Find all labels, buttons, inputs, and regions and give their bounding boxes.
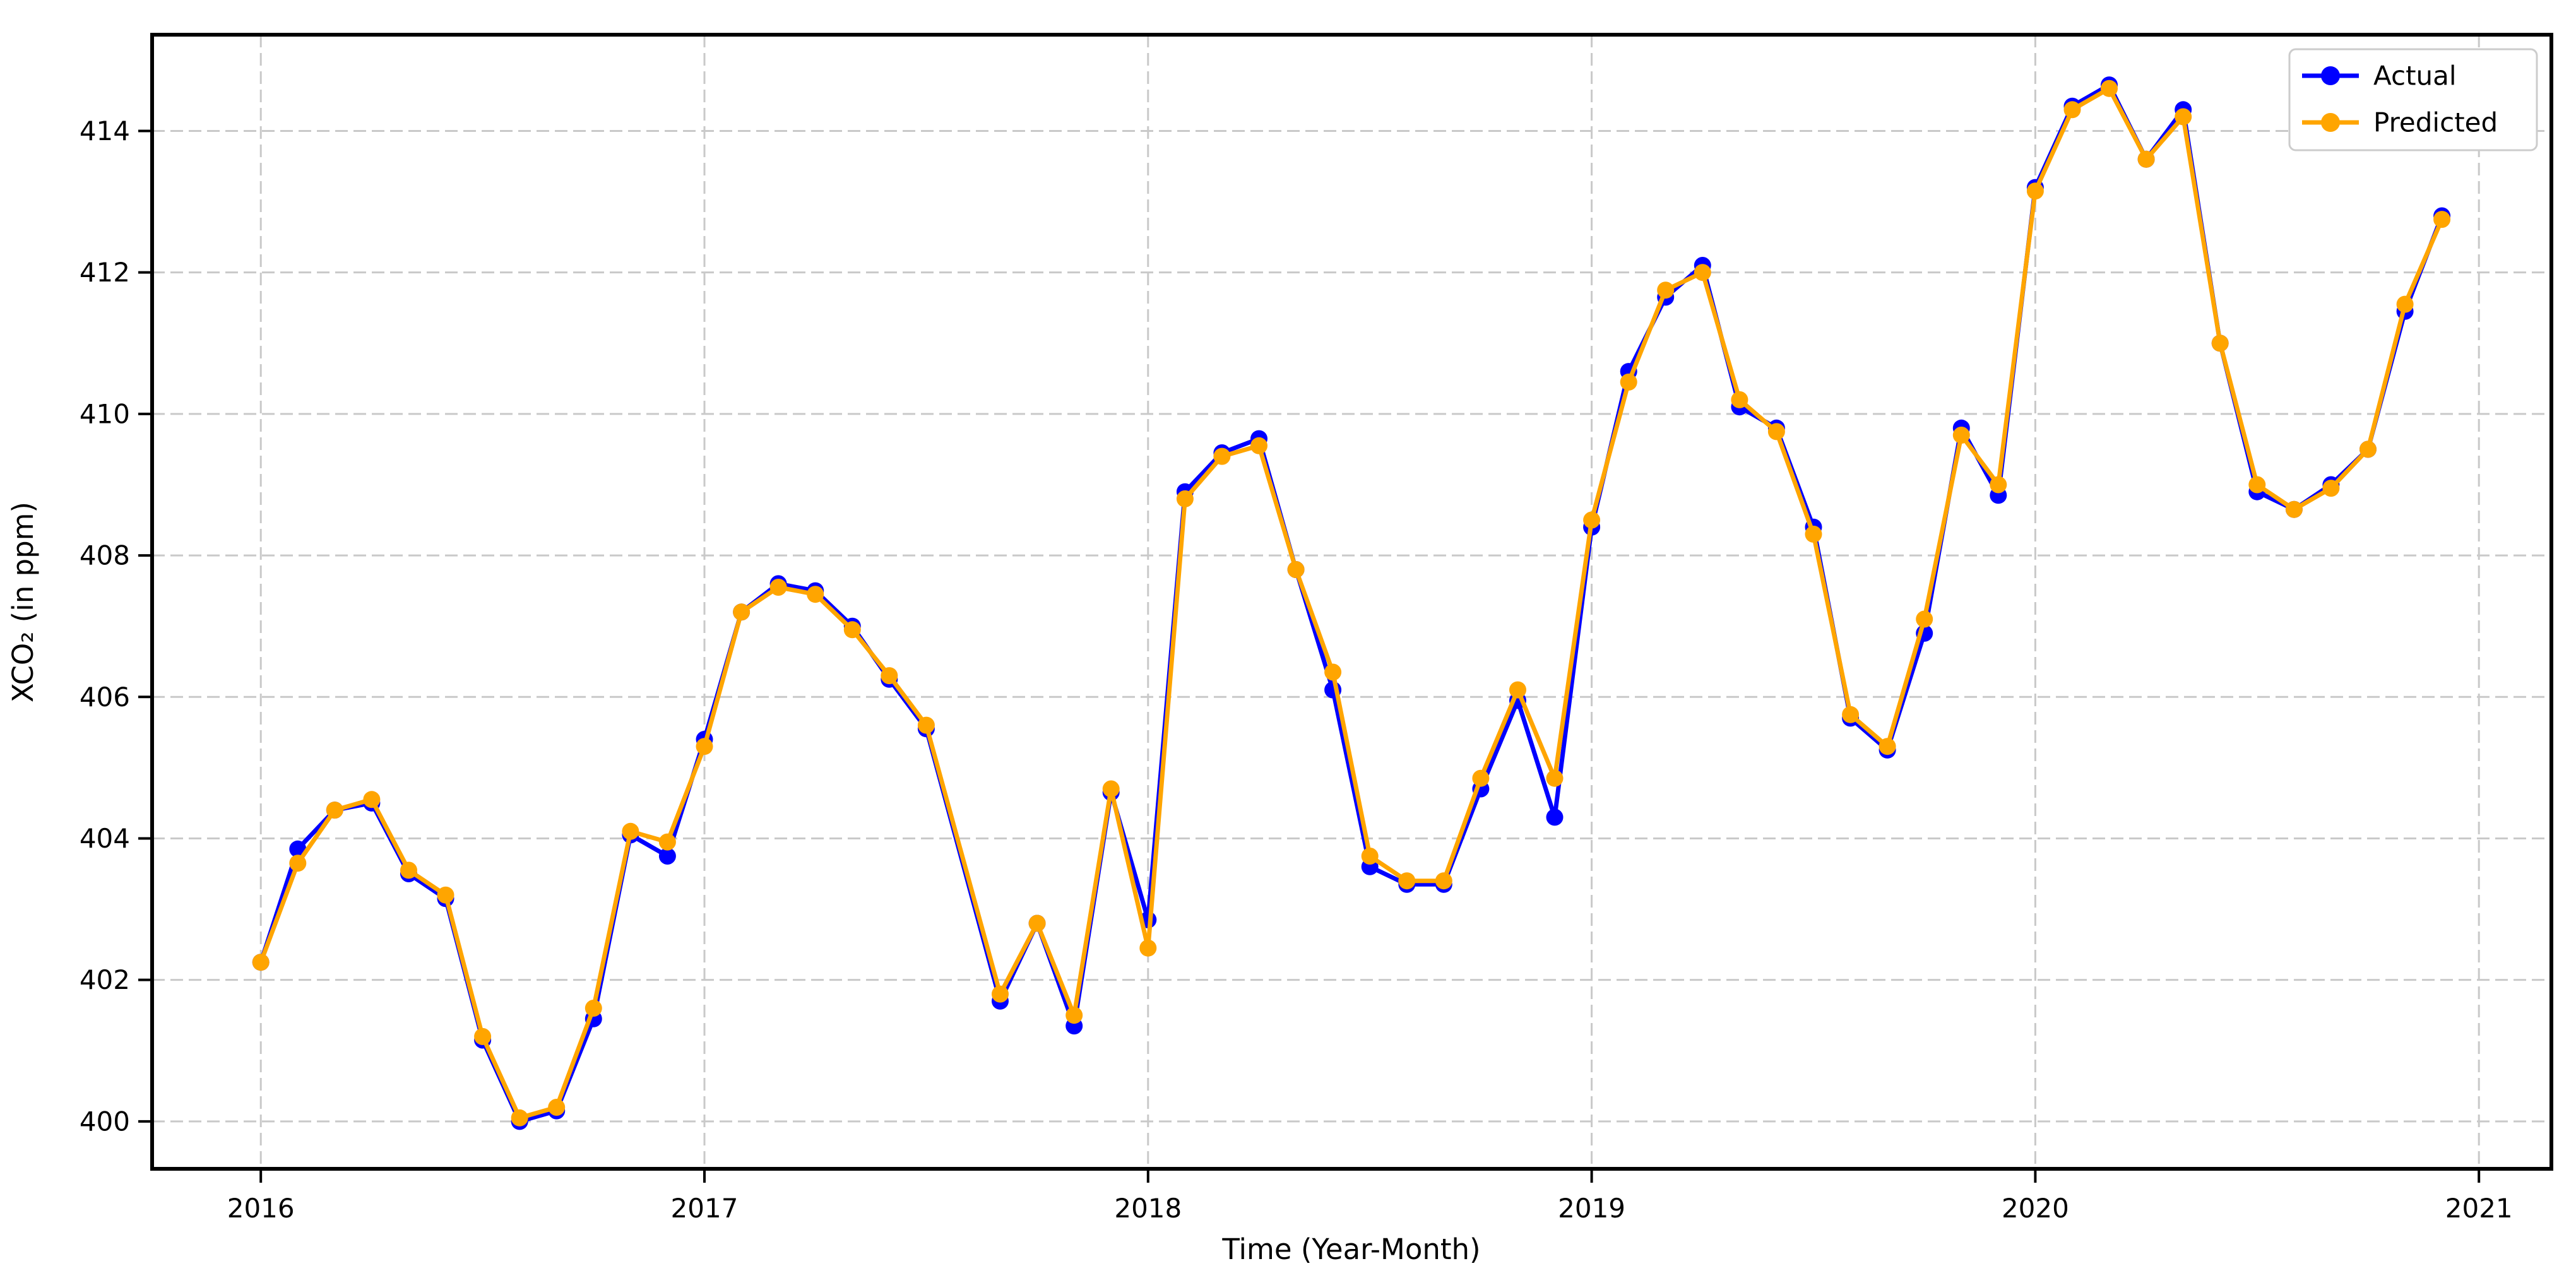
data-point-predicted bbox=[1065, 1007, 1083, 1024]
data-point-predicted bbox=[1657, 281, 1675, 299]
legend-marker bbox=[2321, 66, 2340, 85]
data-point-predicted bbox=[1731, 391, 1748, 408]
data-point-predicted bbox=[2101, 80, 2118, 97]
data-point-predicted bbox=[1767, 423, 1785, 441]
series-line-predicted bbox=[258, 86, 2444, 1120]
x-tick-label: 2019 bbox=[1558, 1193, 1625, 1224]
y-tick-label: 408 bbox=[80, 540, 130, 571]
data-point-predicted bbox=[289, 855, 307, 872]
series-line-actual bbox=[258, 83, 2444, 1124]
data-point-predicted bbox=[1990, 476, 2007, 494]
data-point-actual bbox=[1546, 808, 1564, 826]
data-point-predicted bbox=[1139, 939, 1157, 957]
data-point-predicted bbox=[1805, 525, 1822, 543]
data-point-predicted bbox=[252, 954, 270, 971]
series-actual bbox=[252, 76, 2451, 1130]
data-point-predicted bbox=[843, 621, 861, 639]
data-point-predicted bbox=[992, 985, 1009, 1003]
legend-label-predicted: Predicted bbox=[2373, 107, 2498, 138]
plot-border bbox=[150, 33, 2553, 1171]
x-tick-label: 2021 bbox=[2445, 1193, 2513, 1224]
data-point-predicted bbox=[585, 1000, 602, 1017]
data-point-predicted bbox=[1694, 264, 1711, 281]
data-point-predicted bbox=[1028, 914, 1046, 932]
data-point-predicted bbox=[2396, 295, 2414, 313]
data-point-predicted bbox=[1102, 780, 1120, 798]
grid bbox=[152, 35, 2551, 1169]
y-tick-label: 414 bbox=[80, 115, 130, 146]
data-point-predicted bbox=[1583, 511, 1601, 529]
x-tick-label: 2018 bbox=[1114, 1193, 1182, 1224]
data-point-predicted bbox=[326, 802, 343, 819]
x-tick-label: 2017 bbox=[671, 1193, 739, 1224]
y-tick-label: 404 bbox=[80, 823, 130, 854]
data-point-predicted bbox=[1287, 561, 1305, 578]
data-point-predicted bbox=[1620, 373, 1637, 391]
data-point-predicted bbox=[1879, 738, 1896, 755]
data-point-predicted bbox=[400, 861, 417, 879]
data-point-predicted bbox=[1472, 769, 1490, 787]
data-point-predicted bbox=[1176, 490, 1194, 507]
data-point-predicted bbox=[1398, 872, 1416, 890]
data-point-predicted bbox=[1361, 848, 1379, 865]
data-point-predicted bbox=[733, 603, 751, 621]
series bbox=[252, 76, 2451, 1130]
data-point-predicted bbox=[2433, 211, 2451, 228]
data-point-predicted bbox=[807, 586, 824, 603]
data-point-actual bbox=[658, 848, 676, 865]
data-point-predicted bbox=[1324, 663, 1342, 681]
data-point-predicted bbox=[696, 738, 713, 755]
data-point-predicted bbox=[437, 886, 454, 904]
data-point-predicted bbox=[2026, 182, 2044, 200]
data-point-predicted bbox=[769, 579, 787, 596]
data-point-predicted bbox=[363, 791, 381, 808]
y-axis: 400 402 404 406 408 410 412 414 bbox=[80, 115, 152, 1137]
data-point-predicted bbox=[1213, 447, 1231, 465]
y-tick-label: 406 bbox=[80, 682, 130, 713]
y-tick-label: 400 bbox=[80, 1106, 130, 1137]
y-tick-label: 410 bbox=[80, 398, 130, 429]
data-point-predicted bbox=[2285, 500, 2303, 518]
x-tick-label: 2016 bbox=[227, 1193, 295, 1224]
data-point-predicted bbox=[2137, 150, 2155, 168]
data-point-predicted bbox=[1916, 610, 1933, 628]
data-point-predicted bbox=[1250, 437, 1267, 454]
x-axis: 2016 2017 2018 2019 2020 2021 bbox=[227, 1169, 2513, 1224]
data-point-predicted bbox=[2359, 441, 2377, 458]
data-point-predicted bbox=[658, 833, 676, 851]
legend-label-actual: Actual bbox=[2373, 61, 2457, 92]
legend-marker bbox=[2321, 113, 2340, 132]
data-point-predicted bbox=[2063, 101, 2081, 119]
data-point-predicted bbox=[548, 1099, 566, 1116]
data-point-predicted bbox=[1435, 872, 1452, 890]
data-point-predicted bbox=[917, 716, 935, 734]
data-point-predicted bbox=[1842, 706, 1860, 723]
data-point-predicted bbox=[2322, 480, 2340, 497]
data-point-predicted bbox=[1546, 769, 1564, 787]
y-axis-label: XCO₂ (in ppm) bbox=[6, 502, 40, 702]
data-point-predicted bbox=[511, 1109, 528, 1127]
data-point-predicted bbox=[2211, 334, 2229, 352]
y-tick-label: 412 bbox=[80, 257, 130, 288]
data-point-predicted bbox=[622, 822, 639, 840]
y-tick-label: 402 bbox=[80, 964, 130, 995]
data-point-predicted bbox=[474, 1027, 492, 1045]
series-predicted bbox=[252, 80, 2451, 1127]
legend: Actual Predicted bbox=[2288, 48, 2538, 151]
data-point-predicted bbox=[2175, 108, 2192, 126]
data-point-predicted bbox=[1952, 427, 1970, 444]
x-tick-label: 2020 bbox=[2002, 1193, 2069, 1224]
data-point-predicted bbox=[2248, 476, 2266, 494]
x-axis-label: Time (Year-Month) bbox=[1221, 1233, 1480, 1266]
data-point-predicted bbox=[1509, 681, 1526, 699]
data-point-predicted bbox=[881, 667, 898, 685]
